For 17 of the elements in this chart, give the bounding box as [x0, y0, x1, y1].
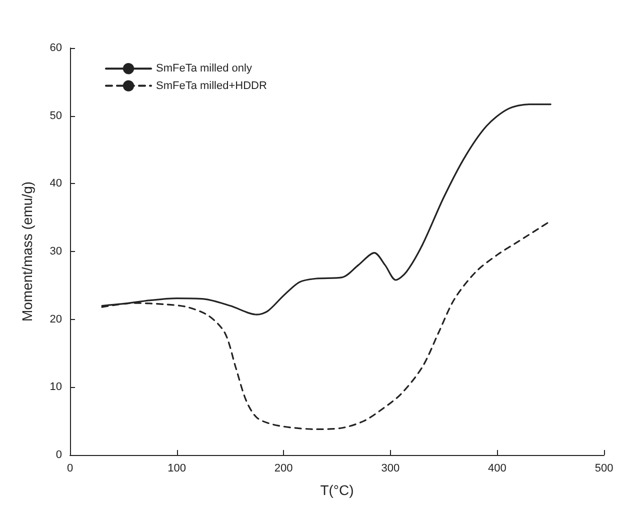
x-tick-label: 500 — [594, 462, 614, 474]
y-tick-label: 60 — [50, 42, 62, 54]
y-tick-label: 0 — [56, 449, 62, 461]
legend-label: SmFeTa milled+HDDR — [156, 80, 267, 92]
y-axis-title: Moment/mass (emu/g) — [19, 181, 35, 322]
x-tick-label: 0 — [66, 462, 74, 474]
x-tick-label: 400 — [488, 462, 506, 474]
y-tick-label: 30 — [50, 246, 62, 258]
y-tick-label: 40 — [50, 178, 62, 190]
x-tick-label: 100 — [168, 462, 186, 474]
x-tick-label: 300 — [381, 462, 400, 474]
x-axis-title: T(°C) — [320, 482, 354, 498]
legend-label: SmFeTa milled only — [156, 62, 252, 75]
y-tick-label: 20 — [50, 313, 62, 326]
y-tick-label: 10 — [50, 381, 62, 394]
y-tick-label: 50 — [50, 110, 62, 122]
x-tick-label: 200 — [274, 462, 293, 474]
